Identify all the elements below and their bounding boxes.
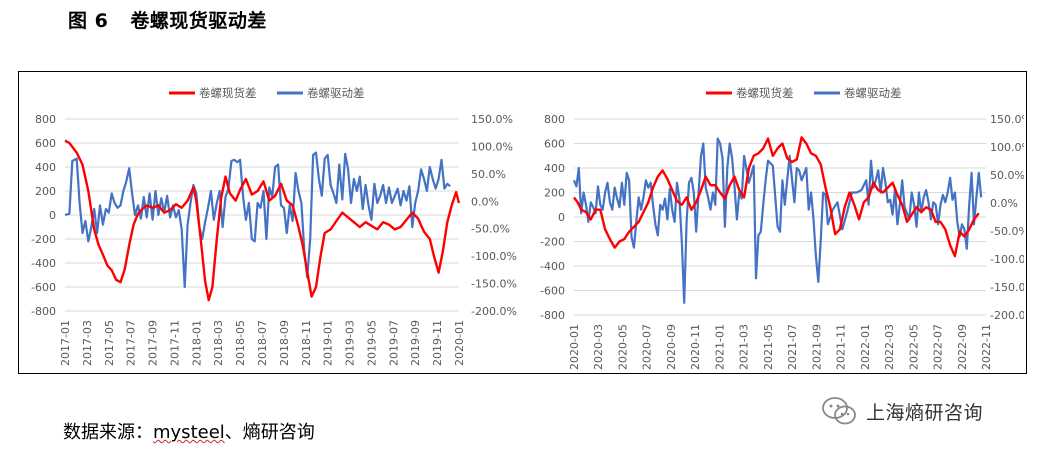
y-left-tick-label: 200: [544, 187, 565, 200]
watermark-text: 上海熵研咨询: [866, 401, 984, 424]
y-left-tick-label: 200: [35, 185, 56, 198]
source-brand: mysteel: [153, 422, 225, 443]
x-tick-label: 2019-11: [431, 320, 444, 366]
figure-title: 图 6 卷螺现货驱动差: [68, 6, 267, 33]
x-tick-label: 2019-03: [344, 320, 357, 366]
legend-label: 卷螺现货差: [199, 86, 257, 100]
y-right-tick-label: -100.0%: [990, 253, 1024, 266]
y-right-tick-label: 100.0%: [471, 140, 513, 153]
x-tick-label: 2018-05: [234, 320, 247, 366]
source-prefix: 数据来源：: [63, 422, 153, 443]
x-tick-label: 2021-07: [786, 324, 799, 370]
y-left-tick-label: 800: [544, 113, 565, 126]
x-tick-label: 2019-07: [387, 320, 400, 366]
y-left-tick-label: -600: [31, 281, 56, 294]
x-tick-label: 2020-01: [568, 324, 581, 370]
y-left-tick-label: -200: [31, 233, 56, 246]
watermark: 上海熵研咨询: [820, 395, 983, 427]
x-tick-label: 2021-03: [738, 324, 751, 370]
x-tick-label: 2022-01: [859, 324, 872, 370]
x-tick-label: 2019-05: [365, 320, 378, 366]
legend-label: 卷螺现货差: [736, 86, 794, 100]
series-line-drive: [64, 151, 451, 289]
y-left-tick-label: -600: [540, 285, 565, 298]
x-tick-label: 2018-11: [300, 320, 313, 366]
y-left-tick-label: -800: [540, 309, 565, 322]
series-line-drive: [572, 137, 983, 304]
y-left-tick-label: -200: [540, 236, 565, 249]
x-tick-label: 2019-09: [409, 320, 422, 366]
y-left-tick-label: 400: [35, 161, 56, 174]
y-left-tick-label: 0: [558, 211, 565, 224]
series-line-spot: [64, 139, 461, 302]
y-right-tick-label: -150.0%: [990, 281, 1024, 294]
x-tick-label: 2022-07: [932, 324, 945, 370]
y-right-tick-label: -200.0%: [471, 305, 517, 318]
y-right-tick-label: 100.0%: [990, 141, 1024, 154]
y-right-tick-label: 50.0%: [990, 169, 1024, 182]
y-left-tick-label: -400: [31, 257, 56, 270]
y-right-tick-label: -100.0%: [471, 250, 517, 263]
x-tick-label: 2019-01: [322, 320, 335, 366]
x-tick-label: 2017-01: [59, 320, 72, 366]
x-tick-label: 2018-03: [212, 320, 225, 366]
y-left-tick-label: 0: [49, 209, 56, 222]
x-tick-label: 2017-03: [81, 320, 94, 366]
chart-left: 800 600 400 200 0 -200 -400 -600 -800 150.0% 100.0…: [31, 86, 517, 366]
x-tick-label: 2022-03: [883, 324, 896, 370]
y-left-tick-label: 400: [544, 162, 565, 175]
y-right-tick-label: 150.0%: [990, 113, 1024, 126]
y-right-tick-label: 50.0%: [471, 168, 506, 181]
source-note: 数据来源：mysteel、熵研咨询: [63, 418, 315, 444]
y-right-tick-label: -50.0%: [471, 223, 510, 236]
x-tick-label: 2018-09: [278, 320, 291, 366]
y-left-tick-label: -400: [540, 260, 565, 273]
y-right-tick-label: 0.0%: [990, 197, 1018, 210]
x-tick-label: 2020-09: [665, 324, 678, 370]
y-left-tick-label: 800: [35, 113, 56, 126]
source-suffix: 、熵研咨询: [224, 422, 315, 443]
x-tick-label: 2017-07: [125, 320, 138, 366]
legend-label: 卷螺驱动差: [307, 86, 365, 100]
x-tick-label: 2018-01: [190, 320, 203, 366]
figure-number: 图 6: [68, 10, 109, 32]
x-tick-label: 2017-05: [103, 320, 116, 366]
x-tick-label: 2017-09: [147, 320, 160, 366]
x-tick-label: 2021-09: [810, 324, 823, 370]
x-tick-label: 2020-01: [453, 320, 466, 366]
x-tick-label: 2020-11: [689, 324, 702, 370]
chart-right: 800 600 400 200 0 -200 -400 -600 -800 150.0% 100.0…: [540, 86, 1024, 370]
wechat-icon: [822, 397, 856, 425]
series-line-spot: [573, 136, 980, 258]
y-right-tick-label: -50.0%: [990, 225, 1024, 238]
x-tick-label: 2021-05: [762, 324, 775, 370]
x-tick-label: 2018-07: [256, 320, 269, 366]
figure-title-text: 卷螺现货驱动差: [130, 10, 267, 32]
y-right-tick-label: 150.0%: [471, 113, 513, 126]
legend-label: 卷螺驱动差: [844, 86, 902, 100]
y-left-tick-label: 600: [544, 138, 565, 151]
x-tick-label: 2020-03: [592, 324, 605, 370]
y-left-tick-label: -800: [31, 305, 56, 318]
x-tick-label: 2021-01: [713, 324, 726, 370]
y-right-tick-label: 0.0%: [471, 195, 499, 208]
y-right-tick-label: -200.0%: [990, 309, 1024, 322]
chart-frame: 800 600 400 200 0 -200 -400 -600 -800 150.0% 100.0…: [18, 71, 1027, 374]
x-tick-label: 2022-05: [907, 324, 920, 370]
x-tick-label: 2021-11: [835, 324, 848, 370]
x-tick-label: 2020-07: [641, 324, 654, 370]
y-right-tick-label: -150.0%: [471, 278, 517, 291]
x-tick-label: 2022-11: [980, 324, 993, 370]
x-tick-label: 2020-05: [616, 324, 629, 370]
x-tick-label: 2022-09: [956, 324, 969, 370]
x-tick-label: 2017-11: [168, 320, 181, 366]
y-left-tick-label: 600: [35, 137, 56, 150]
